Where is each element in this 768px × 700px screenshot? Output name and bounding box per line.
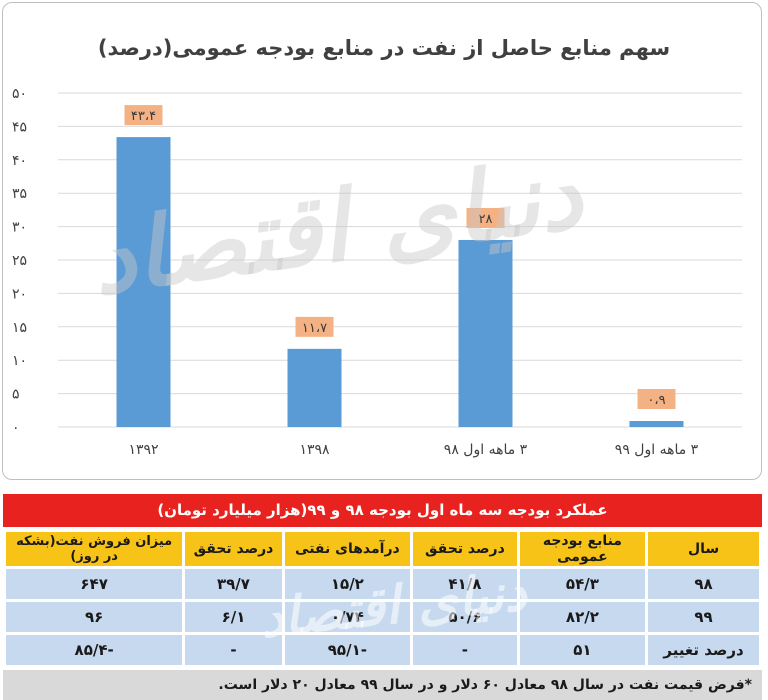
y-tick-label: ۴۵ — [12, 119, 27, 135]
bar — [629, 420, 684, 427]
header-oil-revenue: درآمدهای نفتی — [284, 532, 411, 566]
category-label: ۱۳۹۸ — [299, 442, 330, 458]
table-footnote: *فرض قیمت نفت در سال ۹۸ معادل ۶۰ دلار و … — [3, 670, 762, 700]
data-label: ۰،۹ — [647, 393, 665, 408]
y-tick-label: ۲۵ — [12, 253, 27, 269]
table-cell: - — [413, 635, 517, 665]
table-cell: ۸۲/۲ — [519, 602, 646, 632]
y-tick-label: ۰ — [12, 420, 20, 436]
header-general-budget: منابع بودجه عمومی — [519, 532, 646, 566]
table-cell: درصد تغییر — [648, 635, 759, 665]
y-tick-label: ۳۰ — [12, 220, 27, 236]
data-label-box — [637, 388, 676, 409]
y-tick-label: ۵۰ — [12, 86, 27, 102]
data-label: ۲۸ — [479, 212, 493, 227]
category-label: ۳ ماهه اول ۹۹ — [615, 442, 699, 458]
table-cell: ۱۵/۲ — [284, 569, 411, 599]
header-year: سال — [648, 532, 759, 566]
table-cell: ۹۸ — [648, 569, 759, 599]
table-cell: ۹۶ — [6, 602, 183, 632]
table-row: درصد تغییر ۵۱ - -۹۵/۱ - -۸۵/۴ — [6, 635, 759, 665]
table-cell: ۵۰/۶ — [413, 602, 517, 632]
y-tick-label: ۱۵ — [12, 320, 27, 336]
table-cell: ۳۹/۷ — [185, 569, 282, 599]
budget-table: سال منابع بودجه عمومی درصد تحقق درآمدهای… — [3, 529, 762, 668]
table-cell: ۴۱/۸ — [413, 569, 517, 599]
table-cell: ۵۱ — [519, 635, 646, 665]
table-cell: ۹۹ — [648, 602, 759, 632]
y-axis-ticks: ۰ ۵ ۱۰ ۱۵ ۲۰ ۲۵ ۳۰ ۳۵ ۴۰ ۴۵ ۵۰ — [12, 86, 27, 436]
header-oil-sales: میزان فروش نفت(بشکه در روز) — [6, 532, 183, 566]
data-label: ۱۱،۷ — [302, 321, 327, 336]
y-tick-label: ۱۰ — [12, 353, 27, 369]
table-cell: ۶/۱ — [185, 602, 282, 632]
table-cell: -۸۵/۴ — [6, 635, 183, 665]
bar — [116, 137, 171, 427]
table-cell: ۶۴۷ — [6, 569, 183, 599]
y-tick-label: ۳۵ — [12, 186, 27, 202]
bars: ۴۳،۴ ۱۱،۷ ۲۸ ۰،۹ — [116, 105, 684, 427]
table-header-row: سال منابع بودجه عمومی درصد تحقق درآمدهای… — [6, 532, 759, 566]
category-label: ۱۳۹۲ — [128, 442, 158, 458]
header-realization-pct-1: درصد تحقق — [413, 532, 517, 566]
y-tick-label: ۲۰ — [12, 286, 27, 302]
table-row: ۹۹ ۸۲/۲ ۵۰/۶ ۰/۷۴ ۶/۱ ۹۶ — [6, 602, 759, 632]
table-cell: - — [185, 635, 282, 665]
table-cell: ۵۴/۳ — [519, 569, 646, 599]
table-cell: -۹۵/۱ — [284, 635, 411, 665]
y-tick-label: ۴۰ — [12, 153, 27, 169]
table-title: عملکرد بودجه سه ماه اول بودجه ۹۸ و ۹۹(هز… — [3, 494, 762, 527]
bar — [287, 348, 342, 427]
data-label-box — [124, 105, 163, 126]
header-realization-pct-2: درصد تحقق — [185, 532, 282, 566]
table-row: ۹۸ ۵۴/۳ ۴۱/۸ ۱۵/۲ ۳۹/۷ ۶۴۷ — [6, 569, 759, 599]
table-cell: ۰/۷۴ — [284, 602, 411, 632]
data-label: ۴۳،۴ — [131, 109, 156, 124]
data-label-box — [466, 207, 505, 228]
y-tick-label: ۵ — [12, 387, 20, 403]
bar — [458, 239, 513, 427]
data-label-box — [295, 316, 334, 337]
chart-title: سهم منابع حاصل از نفت در منابع بودجه عمو… — [97, 36, 671, 60]
category-labels: ۱۳۹۲ ۱۳۹۸ ۳ ماهه اول ۹۸ ۳ ماهه اول ۹۹ — [128, 442, 698, 458]
category-label: ۳ ماهه اول ۹۸ — [444, 442, 528, 458]
grid-lines — [58, 92, 742, 428]
budget-table-section: عملکرد بودجه سه ماه اول بودجه ۹۸ و ۹۹(هز… — [3, 494, 762, 700]
